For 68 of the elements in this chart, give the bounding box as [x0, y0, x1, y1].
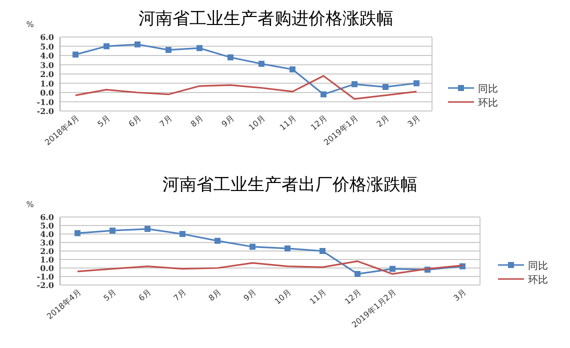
- y-tick-label: 0.0: [40, 88, 54, 98]
- y-tick-label: 5.0: [40, 41, 54, 52]
- legend-label: 同比: [528, 260, 548, 272]
- chart-title: 河南省工业生产者出厂价格涨跌幅: [162, 175, 418, 195]
- y-tick-label: -2.0: [36, 280, 54, 290]
- point: [104, 43, 110, 50]
- x-tick-label: 6月: [136, 288, 153, 303]
- y-tick-label: 6.0: [40, 32, 54, 42]
- point: [228, 54, 234, 60]
- x-tick-label: 5月: [102, 288, 118, 303]
- point: [166, 46, 172, 53]
- point: [320, 248, 326, 254]
- point: [354, 270, 360, 277]
- x-tick-label: 12月: [309, 114, 329, 132]
- legend-label: 环比: [528, 274, 548, 286]
- point: [134, 41, 140, 48]
- x-tick-label: 3月: [452, 288, 468, 303]
- y-tick-label: -2.0: [36, 106, 54, 116]
- point: [214, 238, 220, 244]
- point: [414, 80, 420, 86]
- point: [352, 81, 358, 88]
- point: [390, 266, 396, 272]
- point: [110, 228, 116, 234]
- point: [284, 245, 290, 252]
- x-tick-label: 8月: [188, 114, 205, 129]
- x-tick-label: 9月: [242, 288, 258, 303]
- point: [196, 45, 202, 52]
- point: [258, 60, 264, 67]
- y-tick-label: 5.0: [40, 220, 54, 230]
- y-tick-label: -1.0: [36, 272, 54, 282]
- x-tick-label: 7月: [158, 114, 174, 129]
- point: [320, 91, 326, 98]
- y-tick-label: 2.0: [40, 246, 54, 256]
- x-tick-label: 8月: [206, 288, 223, 303]
- legend-label: 同比: [478, 83, 498, 95]
- x-tick-label: 11月: [278, 114, 298, 132]
- x-tick-label: 10月: [247, 114, 267, 132]
- point: [290, 66, 296, 72]
- x-tick-label: 9月: [220, 114, 236, 129]
- x-tick-label: 3月: [406, 114, 422, 129]
- y-axis-title: %: [26, 20, 34, 29]
- y-tick-label: 1.0: [40, 78, 54, 88]
- y-tick-label: 6.0: [40, 212, 54, 222]
- legend-label: 环比: [478, 97, 498, 109]
- x-tick-label: 7月: [172, 288, 188, 303]
- x-tick-label: 2月: [374, 114, 391, 129]
- y-axis-title: %: [26, 200, 34, 209]
- x-tick-label: 12月: [343, 288, 363, 306]
- y-tick-label: 3.0: [40, 238, 54, 248]
- y-tick-label: -1.0: [36, 96, 54, 107]
- point: [382, 84, 388, 90]
- chart-title: 河南省工业生产者购进价格涨跌幅: [138, 9, 394, 29]
- point: [250, 244, 256, 250]
- y-tick-label: 4.0: [40, 50, 54, 60]
- point: [180, 231, 186, 237]
- y-tick-label: 0.0: [40, 263, 54, 273]
- y-tick-label: 3.0: [40, 60, 54, 70]
- x-tick-label: 11月: [308, 288, 328, 306]
- point: [72, 52, 78, 58]
- x-tick-label: 6月: [126, 114, 143, 129]
- y-tick-label: 4.0: [40, 229, 54, 239]
- x-tick-label: 10月: [273, 288, 293, 306]
- y-tick-label: 1.0: [40, 254, 54, 264]
- point: [144, 226, 150, 232]
- y-tick-label: 2.0: [40, 69, 54, 79]
- x-tick-label: 5月: [96, 114, 112, 129]
- line-series: [74, 75, 418, 100]
- point: [74, 230, 80, 236]
